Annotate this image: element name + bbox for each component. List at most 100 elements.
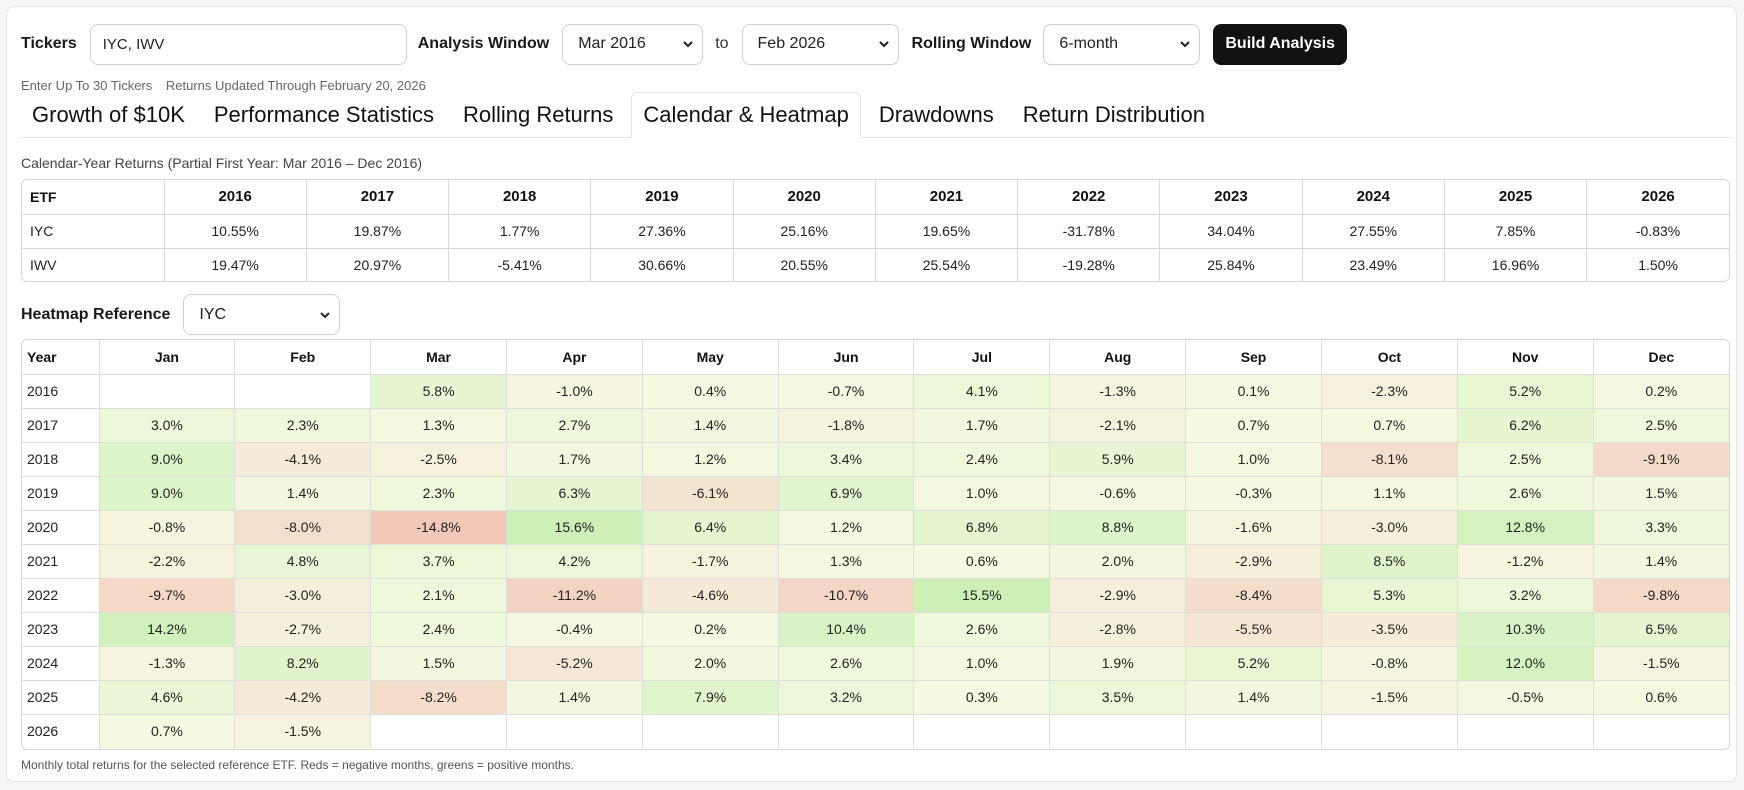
calendar-return-cell: -0.83%	[1586, 214, 1729, 249]
heatmap-cell: 1.0%	[913, 476, 1051, 511]
heatmap-cell: 4.2%	[506, 544, 643, 579]
heatmap-year-cell: 2024	[22, 646, 100, 681]
heatmap-cell: -1.6%	[1185, 510, 1322, 545]
heatmap-cell: -1.7%	[642, 544, 779, 579]
calendar-header-etf: ETF	[22, 180, 165, 215]
heatmap-cell: 7.9%	[642, 680, 779, 715]
calendar-returns-table: ETF 2016 2017 2018 2019 2020 2021 2022 2023 2024 2…	[21, 179, 1730, 282]
heatmap-footnote: Monthly total returns for the selected r…	[21, 758, 574, 772]
tab-bar: Growth of $10K Performance Statistics Roll…	[21, 92, 1731, 138]
calendar-header-row: ETF 2016 2017 2018 2019 2020 2021 2022 2023 2024 2…	[22, 180, 1729, 215]
heatmap-cell: 5.2%	[1185, 646, 1322, 681]
calendar-return-cell: 27.36%	[590, 214, 734, 249]
heatmap-header-month: May	[642, 340, 779, 375]
heatmap-cell: 3.5%	[1049, 680, 1187, 715]
tab-drawdowns[interactable]: Drawdowns	[878, 102, 994, 127]
calendar-header-year: 2018	[448, 180, 592, 215]
tab-performance-statistics[interactable]: Performance Statistics	[213, 102, 434, 127]
analysis-panel: Tickers IYC, IWV Analysis Window Mar 201…	[6, 6, 1737, 782]
heatmap-cell: 10.4%	[778, 612, 915, 647]
heatmap-header-month: Apr	[506, 340, 643, 375]
heatmap-cell: -9.7%	[99, 578, 236, 613]
heatmap-header-month: Dec	[1593, 340, 1729, 375]
heatmap-year-cell: 2026	[22, 714, 100, 748]
heatmap-cell	[1593, 714, 1729, 748]
calendar-etf-cell: IYC	[22, 214, 165, 249]
tickers-label: Tickers	[21, 35, 77, 52]
heatmap-cell: 1.7%	[913, 408, 1051, 443]
heatmap-cell: 1.2%	[778, 510, 915, 545]
heatmap-cell: 2.1%	[370, 578, 507, 613]
heatmap-cell: -0.4%	[506, 612, 643, 647]
build-analysis-button[interactable]: Build Analysis	[1213, 23, 1348, 65]
heatmap-cell: 0.3%	[913, 680, 1051, 715]
heatmap-cell	[506, 714, 643, 748]
tickers-input[interactable]: IYC, IWV	[89, 23, 407, 65]
heatmap-cell: -0.5%	[1457, 680, 1594, 715]
heatmap-cell: 0.2%	[1593, 374, 1729, 409]
calendar-etf-cell: IWV	[22, 248, 165, 281]
calendar-row: IYC 10.55% 19.87% 1.77% 27.36% 25.16% 19.65% -3…	[22, 214, 1729, 249]
calendar-header-year: 2024	[1302, 180, 1445, 215]
tab-return-distribution[interactable]: Return Distribution	[1022, 102, 1205, 127]
heatmap-cell: 1.1%	[1321, 476, 1458, 511]
end-month-select[interactable]: Feb 2026	[741, 23, 899, 65]
start-month-select[interactable]: Mar 2016	[562, 23, 704, 65]
heatmap-cell: -4.2%	[234, 680, 372, 715]
heatmap-cell: 2.0%	[1049, 544, 1187, 579]
heatmap-cell: -1.5%	[1593, 646, 1729, 681]
heatmap-cell	[778, 714, 915, 748]
heatmap-cell: 4.8%	[234, 544, 372, 579]
heatmap-row: 2016 5.8% -1.0% 0.4% -0.7% 4.1% -1.3% 0.1% -2.3%…	[22, 374, 1729, 409]
heatmap-cell: -2.9%	[1185, 544, 1322, 579]
heatmap-cell: -5.2%	[506, 646, 643, 681]
heatmap-cell: -1.5%	[1321, 680, 1458, 715]
heatmap-cell: 8.2%	[234, 646, 372, 681]
heatmap-cell: 3.2%	[778, 680, 915, 715]
end-month-value: Feb 2026	[757, 35, 826, 52]
calendar-return-cell: 19.87%	[306, 214, 450, 249]
returns-updated-note: Returns Updated Through February 20, 202…	[165, 78, 426, 93]
heatmap-cell	[1321, 714, 1458, 748]
calendar-caption: Calendar-Year Returns (Partial First Yea…	[21, 155, 423, 171]
controls-bar: Tickers IYC, IWV Analysis Window Mar 201…	[21, 23, 1348, 65]
calendar-return-cell: 16.96%	[1444, 248, 1588, 281]
heatmap-cell: 3.3%	[1593, 510, 1729, 545]
to-label: to	[715, 35, 729, 52]
heatmap-cell: 0.2%	[642, 612, 779, 647]
heatmap-cell: 2.5%	[1593, 408, 1729, 443]
heatmap-cell: -2.7%	[234, 612, 372, 647]
heatmap-cell: 2.6%	[913, 612, 1051, 647]
heatmap-year-cell: 2025	[22, 680, 100, 715]
heatmap-row: 2021 -2.2% 4.8% 3.7% 4.2% -1.7% 1.3% 0.6% 2.0% -2…	[22, 544, 1729, 579]
heatmap-cell	[1457, 714, 1594, 748]
heatmap-cell: 2.6%	[778, 646, 915, 681]
heatmap-cell: 5.2%	[1457, 374, 1594, 409]
heatmap-reference-select[interactable]: IYC	[183, 294, 341, 335]
heatmap-header-month: Nov	[1457, 340, 1594, 375]
heatmap-cell: 3.2%	[1457, 578, 1594, 613]
heatmap-year-cell: 2022	[22, 578, 100, 613]
heatmap-cell: 0.1%	[1185, 374, 1322, 409]
heatmap-cell: -3.5%	[1321, 612, 1458, 647]
heatmap-header-month: Feb	[234, 340, 372, 375]
heatmap-cell: 1.3%	[778, 544, 915, 579]
rolling-window-select[interactable]: 6-month	[1043, 23, 1201, 65]
heatmap-cell	[1185, 714, 1322, 748]
heatmap-cell: -0.3%	[1185, 476, 1322, 511]
heatmap-year-cell: 2020	[22, 510, 100, 545]
heatmap-cell: -4.1%	[234, 442, 372, 477]
tab-rolling-returns[interactable]: Rolling Returns	[462, 102, 614, 127]
heatmap-cell: 1.9%	[1049, 646, 1187, 681]
heatmap-cell: -0.7%	[778, 374, 915, 409]
heatmap-cell: 1.5%	[1593, 476, 1729, 511]
calendar-return-cell: 27.55%	[1302, 214, 1445, 249]
heatmap-header-month: Jun	[778, 340, 915, 375]
tab-growth-of-10k[interactable]: Growth of $10K	[32, 102, 185, 127]
heatmap-cell: -1.2%	[1457, 544, 1594, 579]
heatmap-cell	[99, 374, 236, 409]
heatmap-cell: 2.6%	[1457, 476, 1594, 511]
heatmap-cell: 6.8%	[913, 510, 1051, 545]
heatmap-reference-control: Heatmap Reference IYC	[21, 294, 341, 335]
tab-calendar-heatmap[interactable]: Calendar & Heatmap	[631, 92, 861, 138]
